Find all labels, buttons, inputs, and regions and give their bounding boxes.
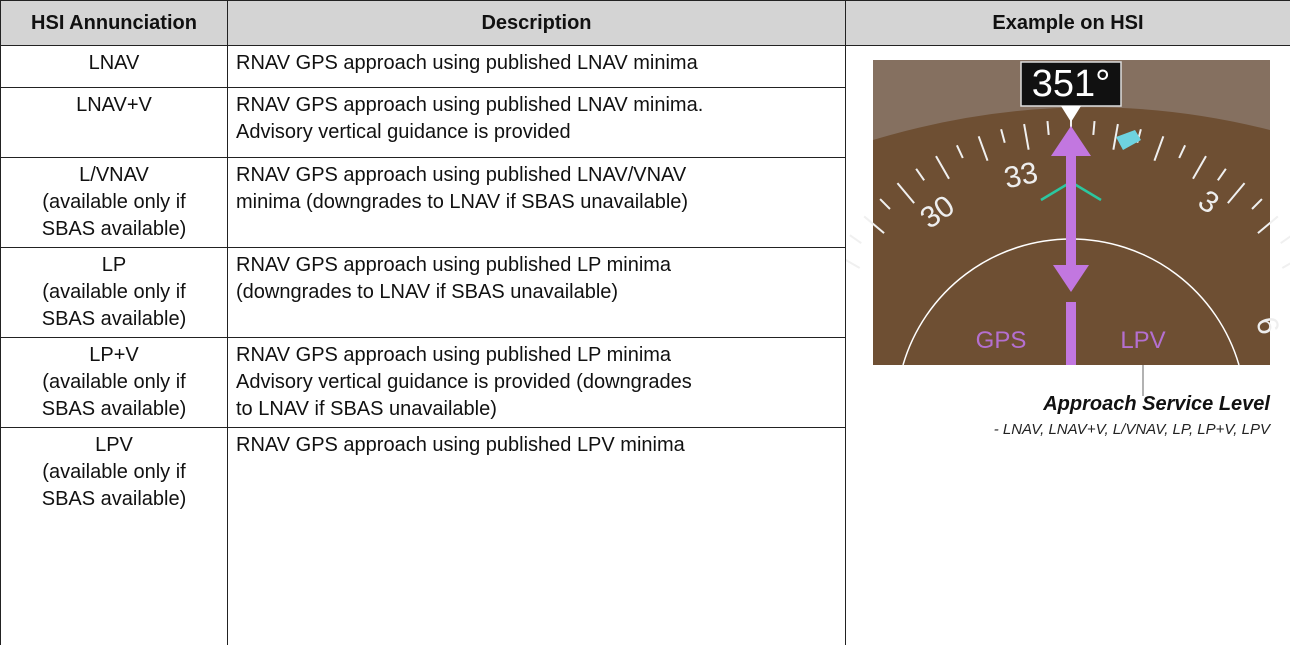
cell-line: SBAS available) <box>41 488 187 510</box>
description-cell: RNAV GPS approach using published LPV mi… <box>227 427 846 645</box>
cell-line: LNAV+V <box>76 94 152 116</box>
annunciation-cell: LNAV+V <box>0 87 228 158</box>
compass-tick <box>1227 182 1246 204</box>
annunciation-cell: LPV (available only if SBAS available) <box>0 427 228 645</box>
compass-tick <box>935 155 950 180</box>
compass-tick <box>1280 235 1290 244</box>
annunciation-cell: LNAV <box>0 45 228 88</box>
cell-line: Advisory vertical guidance is provided <box>236 121 571 143</box>
annunciation: LPV <box>1120 327 1165 354</box>
course-arrow <box>1051 126 1091 292</box>
compass-tick <box>896 182 915 204</box>
table-row: LNAV+V RNAV GPS approach using published … <box>0 87 1290 158</box>
cell-line: to LNAV if SBAS unavailable) <box>236 398 497 420</box>
compass-tick <box>915 168 925 181</box>
compass-tick <box>863 215 885 234</box>
caption-subtitle: - LNAV, LNAV+V, L/VNAV, LP, LP+V, LPV <box>994 421 1272 438</box>
compass-tick <box>1178 144 1187 159</box>
header-row: HSI Annunciation Description Example on HS… <box>0 0 1290 46</box>
description-cell: RNAV GPS approach using published LNAV m… <box>227 87 846 158</box>
cell-line: (downgrades to LNAV if SBAS unavailable) <box>236 281 619 303</box>
table-row: L/VNAV (available only if SBAS available) R… <box>0 157 1290 248</box>
cell-line: SBAS available) <box>41 398 187 420</box>
annunciation-cell: LP (available only if SBAS available) <box>0 247 228 338</box>
compass-tick <box>1257 215 1279 234</box>
table-row: LPV (available only if SBAS available) RNAV… <box>0 427 1290 645</box>
compass-tick <box>1192 155 1207 180</box>
figure-cell: 33 30 3 6 351° GPS LPV Approach Service Level - … <box>845 45 1290 645</box>
description-cell: RNAV GPS approach using published LP min… <box>227 337 846 428</box>
cell-line: LP+V <box>89 344 139 366</box>
table-row: LP (available only if SBAS available) RNAV … <box>0 247 1290 338</box>
cell-line: LNAV <box>88 52 140 74</box>
description-cell: RNAV GPS approach using published LP min… <box>227 247 846 338</box>
table-row: LNAV RNAV GPS approach using published LN… <box>0 45 1290 645</box>
compass-tick <box>849 234 862 244</box>
caption-title: Approach Service Level <box>1042 393 1270 415</box>
cell-line: SBAS available) <box>41 308 187 330</box>
description-cell: RNAV GPS approach using published LNAV m… <box>227 45 846 88</box>
compass-tick <box>977 135 989 162</box>
cell-line: Advisory vertical guidance is provided (… <box>236 371 692 393</box>
compass-tick <box>1092 120 1096 136</box>
compass-tick <box>1217 168 1227 181</box>
heading-box <box>1020 61 1122 107</box>
heading-value: 351° <box>1032 63 1111 105</box>
cell-line: RNAV GPS approach using published LNAV m… <box>236 94 704 116</box>
header-cell: Example on HSI <box>845 0 1290 46</box>
cdi-needle <box>1066 302 1076 365</box>
bearing-pointer <box>1116 130 1141 150</box>
cell-line: LPV <box>95 434 133 456</box>
cell-line: SBAS available) <box>41 218 187 240</box>
cell-line: (available only if <box>42 191 186 213</box>
annunciation: GPS <box>976 327 1027 354</box>
cell-line: (available only if <box>42 461 186 483</box>
cell-line: RNAV GPS approach using published LNAV/V… <box>236 164 687 186</box>
compass-tick <box>1023 123 1030 150</box>
compass-tick <box>1046 120 1050 136</box>
compass-tick <box>846 259 861 269</box>
cell-line: RNAV GPS approach using published LNAV m… <box>236 52 698 74</box>
compass-label: 33 <box>1001 156 1041 195</box>
table-row: LP+V (available only if SBAS available) RNA… <box>0 337 1290 428</box>
cell-line: RNAV GPS approach using published LP min… <box>236 254 672 276</box>
cell-line: LP <box>101 254 127 276</box>
compass-tick <box>955 144 964 159</box>
cell-line: RNAV GPS approach using published LP min… <box>236 344 672 366</box>
compass-tick <box>1000 128 1006 143</box>
cell-line: (available only if <box>42 281 186 303</box>
cell-line: L/VNAV <box>79 164 149 186</box>
compass-tick <box>1281 262 1290 269</box>
compass-tick <box>1112 123 1119 150</box>
cell-line: (available only if <box>42 371 186 393</box>
compass-tick <box>1251 198 1263 210</box>
header-cell: HSI Annunciation <box>0 0 228 46</box>
annunciation-cell: L/VNAV (available only if SBAS available) <box>0 157 228 248</box>
lubber-line <box>1061 106 1081 122</box>
cell-line: minima (downgrades to LNAV if SBAS unava… <box>236 191 689 213</box>
description-cell: RNAV GPS approach using published LNAV/V… <box>227 157 846 248</box>
compass-tick <box>879 198 891 210</box>
header-cell: Description <box>227 0 846 46</box>
compass-tick <box>1153 135 1165 162</box>
annunciation-cell: LP+V (available only if SBAS available) <box>0 337 228 428</box>
cell-line: RNAV GPS approach using published LPV mi… <box>236 434 685 456</box>
